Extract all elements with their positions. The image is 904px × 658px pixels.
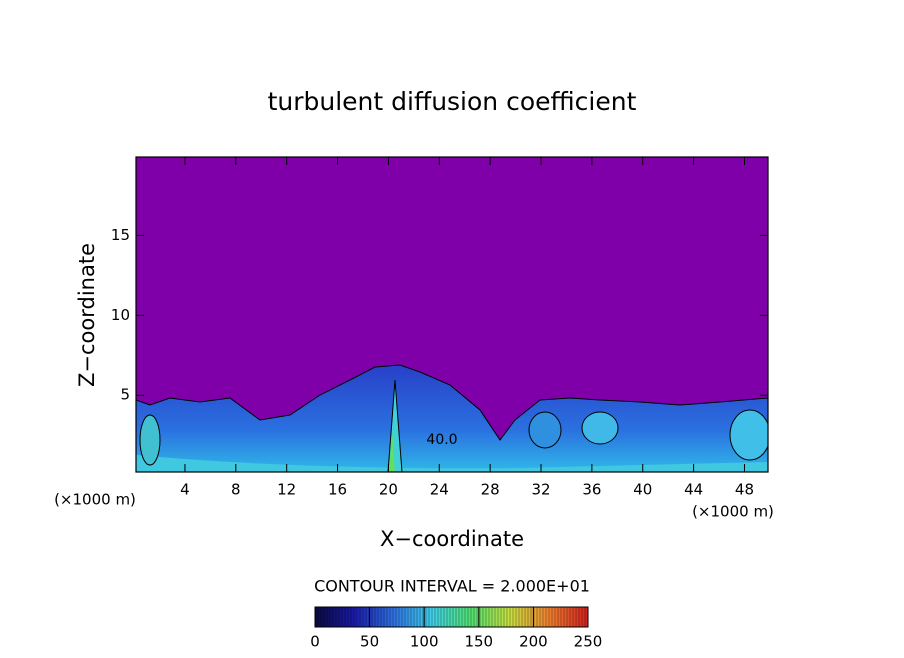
x-tick-label: 16 bbox=[328, 481, 347, 499]
colorbar bbox=[314, 606, 589, 628]
colorbar-tick-label: 150 bbox=[464, 633, 493, 651]
x-tick-label: 48 bbox=[735, 481, 754, 499]
x-tick-label: 40 bbox=[633, 481, 652, 499]
x-tick-label: 12 bbox=[277, 481, 296, 499]
x-axis-title: X−coordinate bbox=[380, 527, 524, 551]
colorbar-tick-label: 200 bbox=[519, 633, 548, 651]
x-tick-label: 8 bbox=[231, 481, 241, 499]
colorbar-tick-label: 100 bbox=[410, 633, 439, 651]
contour-label: 40.0 bbox=[426, 432, 457, 448]
field-region bbox=[389, 430, 395, 472]
x-tick-label: 36 bbox=[582, 481, 601, 499]
field-region bbox=[136, 455, 768, 472]
colorbar-tick-label: 50 bbox=[360, 633, 379, 651]
field-region bbox=[729, 409, 768, 461]
y-tick-label: 5 bbox=[120, 386, 130, 404]
x-unit-label: (×1000 m) bbox=[692, 503, 774, 521]
x-tick-label: 4 bbox=[180, 481, 190, 499]
colorbar-tick-label: 250 bbox=[574, 633, 603, 651]
x-unit-label: (×1000 m) bbox=[54, 491, 136, 509]
field-region bbox=[139, 414, 161, 466]
x-tick-label: 24 bbox=[430, 481, 449, 499]
field bbox=[136, 364, 768, 472]
field-region bbox=[528, 411, 562, 449]
field-region bbox=[581, 411, 619, 445]
x-tick-label: 28 bbox=[481, 481, 500, 499]
y-tick-label: 15 bbox=[111, 226, 130, 244]
field-region bbox=[136, 364, 768, 472]
y-tick-label: 10 bbox=[111, 306, 130, 324]
plot-frame bbox=[135, 156, 769, 473]
contour-interval: CONTOUR INTERVAL = 2.000E+01 bbox=[314, 577, 590, 596]
x-tick-label: 20 bbox=[379, 481, 398, 499]
chart-title: turbulent diffusion coefficient bbox=[268, 87, 637, 116]
colorbar-tick-label: 0 bbox=[310, 633, 320, 651]
x-tick-label: 44 bbox=[684, 481, 703, 499]
x-tick-label: 32 bbox=[531, 481, 550, 499]
y-axis-title: Z−coordinate bbox=[75, 243, 99, 387]
